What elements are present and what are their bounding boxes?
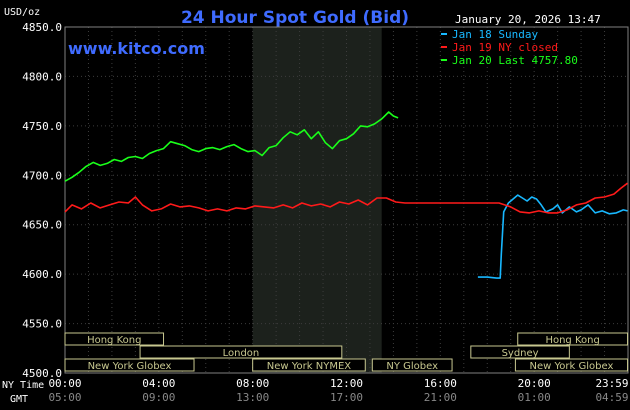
x-tick-gmt: 13:00	[236, 391, 269, 404]
session-label: Hong Kong	[87, 335, 141, 346]
x-axis-row2-label: GMT	[10, 394, 28, 405]
x-tick-ny: 23:59	[595, 377, 628, 390]
series-line	[64, 182, 628, 214]
x-tick-ny: 20:00	[518, 377, 551, 390]
x-tick-ny: 08:00	[236, 377, 269, 390]
x-tick-gmt: 05:00	[48, 391, 81, 404]
session-label: New York Globex	[88, 361, 172, 372]
session-box	[64, 358, 195, 372]
y-tick-label: 4650.0	[22, 219, 62, 232]
y-axis-ticks: 4850.0 4800.0 4750.0 4700.0 4650.0 4600.0 4550…	[22, 21, 62, 380]
legend-label: Jan 18 Sunday	[452, 28, 538, 41]
y-tick-label: 4850.0	[22, 21, 62, 34]
x-tick-gmt: 17:00	[330, 391, 363, 404]
session-label: New York Globex	[530, 361, 614, 372]
legend-label: Jan 20 Last 4757.80	[452, 54, 578, 67]
x-tick-gmt: 01:00	[518, 391, 551, 404]
plot-border	[64, 26, 629, 374]
y-tick-label: 4800.0	[22, 70, 62, 83]
series-line	[477, 194, 628, 279]
session-box	[470, 345, 570, 359]
price-series	[64, 111, 628, 279]
x-axis: NY Time GMT 00:00 04:00 08:00 12:00 16:00 20:00…	[2, 377, 629, 405]
x-axis-row1-label: NY Time	[2, 380, 44, 391]
y-axis-label: USD/oz	[4, 7, 40, 18]
x-tick-ny: 12:00	[330, 377, 363, 390]
session-box	[514, 358, 629, 372]
session-box	[139, 345, 343, 359]
session-label: New York NYMEX	[267, 361, 352, 372]
session-box	[517, 332, 629, 346]
legend-label: Jan 19 NY closed	[452, 41, 558, 54]
session-box	[371, 358, 453, 372]
x-tick-ny: 16:00	[424, 377, 457, 390]
y-tick-label: 4600.0	[22, 268, 62, 281]
x-tick-gmt: 09:00	[142, 391, 175, 404]
session-box	[64, 332, 165, 346]
session-box	[252, 358, 366, 372]
y-tick-label: 4750.0	[22, 120, 62, 133]
y-tick-label: 4550.0	[22, 318, 62, 331]
chart-title: 24 Hour Spot Gold (Bid)	[181, 8, 409, 28]
session-label: London	[223, 348, 260, 359]
y-tick-label: 4700.0	[22, 169, 62, 182]
session-label: Sydney	[502, 348, 539, 359]
y-tick-label: 4500.0	[22, 367, 62, 380]
chart-timestamp: January 20, 2026 13:47	[455, 13, 601, 26]
x-tick-gmt: 21:00	[424, 391, 457, 404]
session-highlight	[252, 27, 382, 373]
source-label: www.kitco.com	[68, 39, 205, 58]
session-label: Hong Kong	[545, 335, 599, 346]
series-line	[64, 111, 399, 182]
x-tick-ny: 04:00	[142, 377, 175, 390]
session-label: NY Globex	[386, 361, 438, 372]
x-tick-gmt: 04:59	[595, 391, 628, 404]
grid-lines	[64, 26, 629, 374]
x-tick-ny: 00:00	[48, 377, 81, 390]
market-sessions: Hong Kong Hong Kong London Sydney New York G…	[64, 332, 629, 372]
